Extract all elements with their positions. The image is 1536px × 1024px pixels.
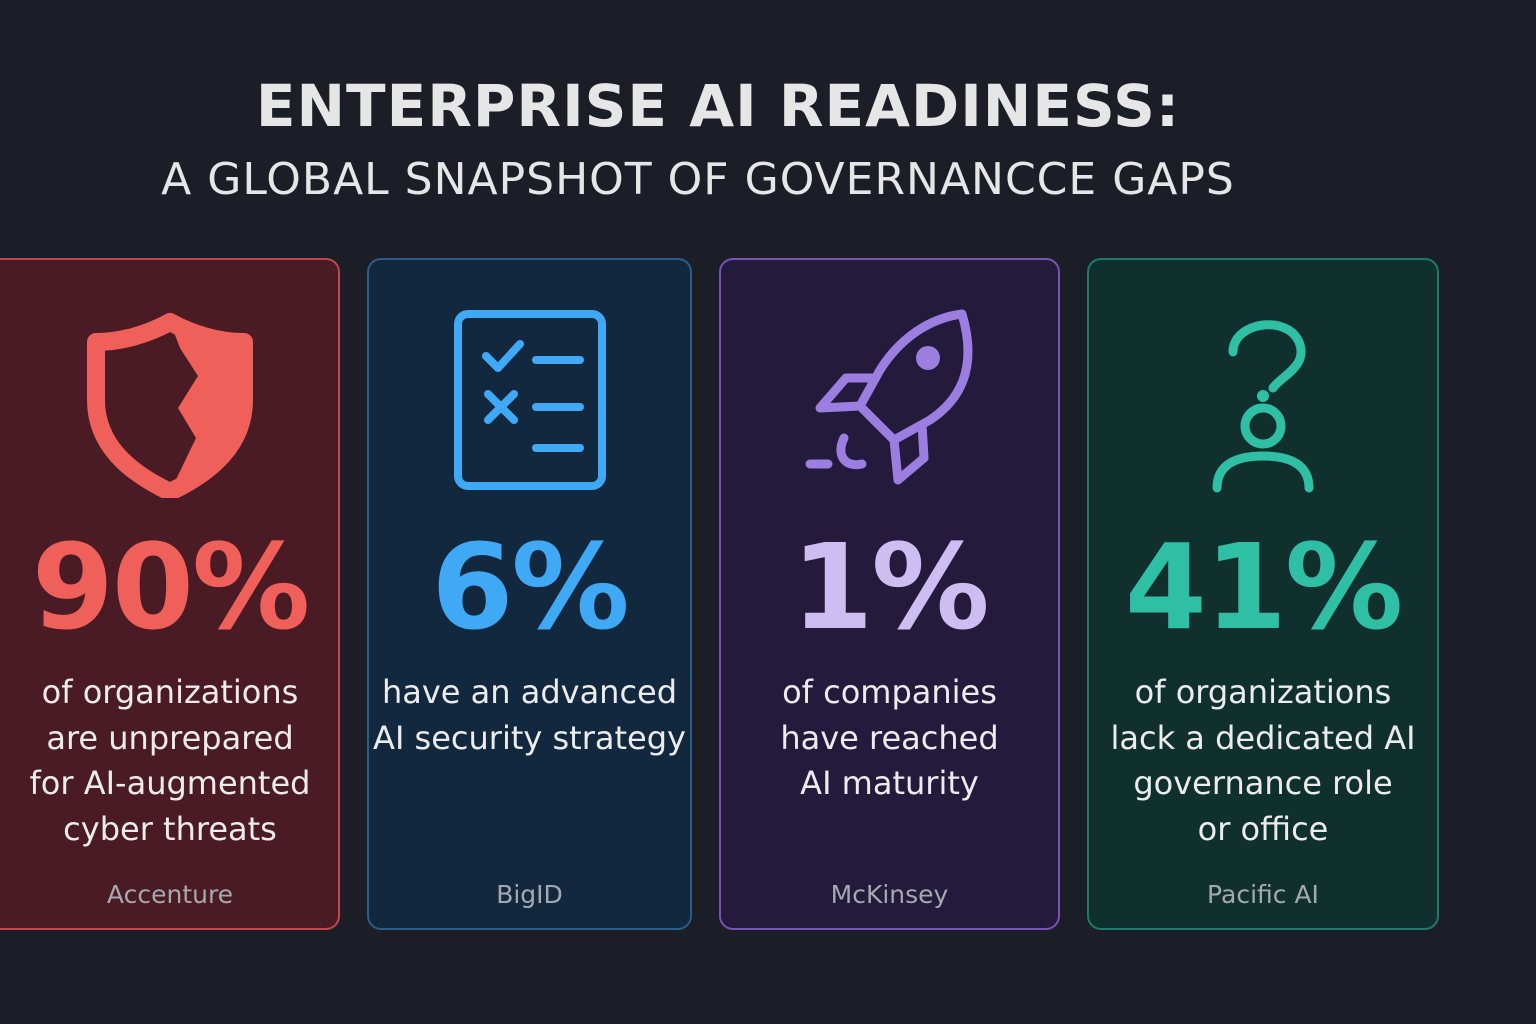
- page-title: ENTERPRISE AI READINESS:: [255, 72, 1181, 140]
- stat-card-mckinsey: 1% of companies have reached AI maturity…: [719, 258, 1060, 930]
- page-subtitle: A GLOBAL SNAPSHOT OF GOVERNANCCE GAPS: [161, 154, 1235, 205]
- stat-value: 41%: [1124, 518, 1403, 656]
- question-person-icon: [1163, 308, 1363, 498]
- stat-source: McKinsey: [830, 880, 949, 909]
- stat-value: 1%: [791, 518, 989, 656]
- checklist-icon: [430, 308, 630, 498]
- stat-source: BigID: [496, 880, 563, 909]
- stat-source: Pacific AI: [1207, 880, 1319, 909]
- broken-shield-icon: [70, 308, 270, 498]
- stat-description: of companies have reached AI maturity: [780, 673, 999, 802]
- stat-value: 90%: [31, 518, 310, 656]
- stat-description: of organizations lack a dedicated AI gov…: [1110, 673, 1416, 848]
- stat-value: 6%: [431, 518, 629, 656]
- stat-card-bigid: 6% have an advanced AI security strategy…: [367, 258, 692, 930]
- stat-source: Accenture: [106, 880, 234, 909]
- stat-description: of organizations are unprepared for AI-a…: [29, 673, 311, 848]
- stat-description: have an advanced AI security strategy: [373, 673, 686, 757]
- rocket-icon: [790, 308, 990, 498]
- stat-card-pacific-ai: 41% of organizations lack a dedicated AI…: [1087, 258, 1439, 930]
- stat-card-accenture: 90% of organizations are unprepared for …: [0, 258, 340, 930]
